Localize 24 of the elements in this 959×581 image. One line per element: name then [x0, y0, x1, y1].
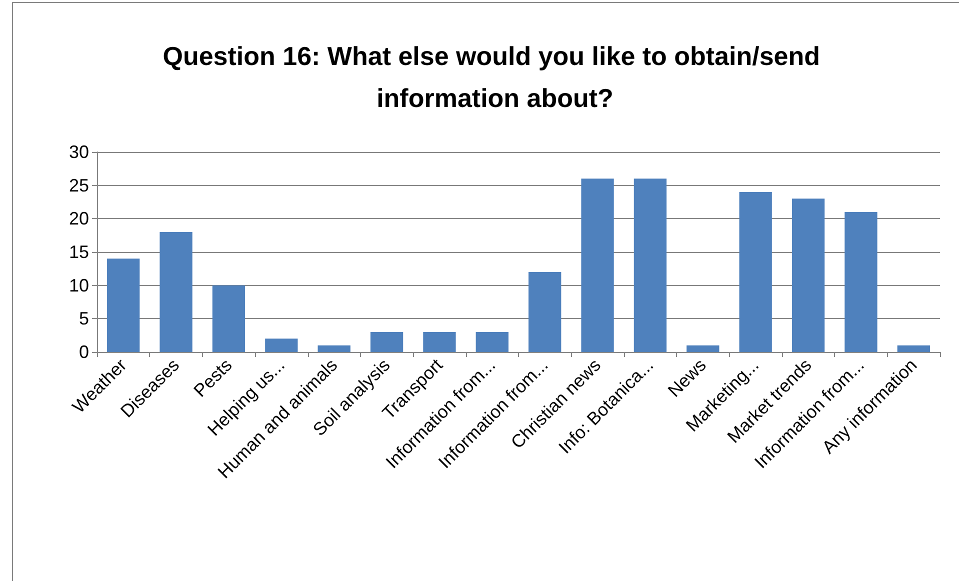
bar: [423, 332, 456, 352]
bar: [634, 178, 667, 352]
bar: [897, 345, 930, 352]
y-tick-label: 0: [78, 342, 89, 362]
y-tick-label: 10: [68, 275, 89, 296]
bar: [318, 345, 350, 352]
bar: [792, 198, 825, 352]
y-tick-label: 20: [68, 208, 89, 229]
y-tick-label: 30: [68, 142, 89, 162]
bar: [528, 272, 562, 352]
y-tick-label: 5: [78, 308, 89, 329]
chart-title: Question 16: What else would you like to obtain/send information about?: [162, 41, 828, 113]
bar: [160, 232, 192, 352]
y-tick-label: 15: [68, 242, 89, 262]
bar: [739, 192, 772, 352]
bar: [265, 338, 298, 352]
bar: [212, 285, 246, 352]
y-tick-label: 25: [68, 175, 89, 196]
bar: [476, 332, 508, 352]
bar: [107, 258, 140, 352]
bar: [370, 332, 404, 352]
bar: [686, 345, 720, 352]
bar: [844, 212, 878, 352]
bar: [581, 178, 614, 352]
